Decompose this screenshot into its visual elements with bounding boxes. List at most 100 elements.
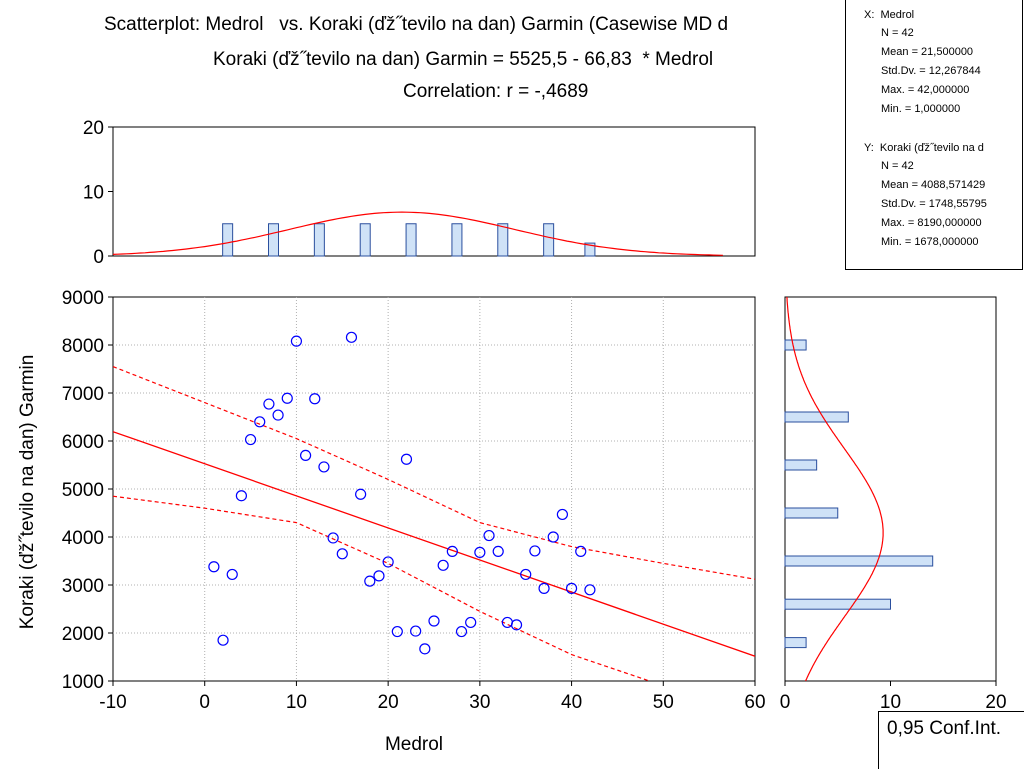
x-tick-label: 50 — [653, 692, 674, 713]
scatter-plot: -10 0 10 20 30 40 50 60 1000 2000 3000 4000 5000 6000… — [17, 288, 766, 755]
y-stats-header: Y: Koraki (ďž˝tevilo na d — [864, 142, 984, 154]
y-stat-mean: Mean = 4088,571429 — [881, 179, 986, 191]
data-point — [281, 392, 293, 404]
y-tick-label: 4000 — [62, 528, 104, 549]
top-hist-bar — [405, 223, 417, 257]
x-stat-n: N = 42 — [881, 27, 914, 39]
fit-layer — [113, 366, 755, 681]
top-hist-y-tick-label: 10 — [83, 183, 104, 204]
data-point — [520, 568, 532, 581]
y-stat-n: N = 42 — [881, 160, 914, 172]
x-stats-header: X: Medrol — [864, 9, 915, 21]
right-hist-bar — [784, 411, 849, 423]
y-tick-label: 7000 — [62, 384, 104, 405]
chart-title: Scatterplot: Medrol vs. Koraki (ďž˝tevil… — [104, 14, 729, 35]
data-point — [474, 546, 486, 558]
right-hist-normal-curve — [786, 296, 884, 682]
y-stat-max: Max. = 8190,000000 — [881, 217, 982, 229]
x-stat-max: Max. = 42,000000 — [881, 84, 970, 96]
data-point — [244, 433, 257, 446]
x-tick-label: -10 — [99, 692, 126, 713]
right-histogram: 0 10 20 — [780, 296, 1007, 713]
y-tick-label: 1000 — [62, 672, 104, 693]
y-tick-label: 2000 — [62, 624, 104, 645]
y-tick-label: 5000 — [62, 480, 104, 501]
right-hist-bar — [784, 339, 807, 351]
y-tick-label: 9000 — [62, 288, 104, 309]
data-point — [208, 561, 220, 573]
top-histogram: 0 10 20 — [83, 118, 756, 268]
x-tick-label: 40 — [561, 692, 582, 713]
top-hist-bar — [268, 223, 279, 257]
data-point — [327, 532, 339, 544]
right-hist-bar — [784, 598, 891, 610]
data-point — [492, 545, 504, 558]
data-point — [584, 584, 596, 596]
data-point — [226, 568, 238, 581]
right-hist-bar — [784, 637, 807, 649]
data-point — [410, 625, 422, 637]
summary-statistics-box: X: Medrol N = 42 Mean = 21,500000 Std.Dv… — [845, 0, 1023, 270]
top-hist-y-tick-label: 0 — [93, 247, 104, 268]
x-tick-label: 30 — [469, 692, 490, 713]
top-hist-frame — [112, 126, 756, 257]
data-point — [419, 643, 431, 655]
regression-equation: Koraki (ďž˝tevilo na dan) Garmin = 5525,… — [213, 49, 714, 70]
data-point — [538, 582, 550, 594]
top-hist-bar — [222, 223, 234, 257]
data-point — [575, 545, 587, 558]
data-point — [254, 416, 266, 428]
top-hist-bar — [497, 223, 509, 257]
y-stat-stddev: Std.Dv. = 1748,55795 — [881, 198, 987, 210]
top-hist-bar — [584, 242, 596, 257]
ci-legend-label: 0,95 Conf.Int. — [887, 718, 1002, 739]
regression-line — [113, 431, 755, 657]
y-tick-label: 8000 — [62, 336, 104, 357]
data-point — [217, 634, 229, 646]
data-point — [465, 616, 477, 629]
ci-upper-curve — [113, 366, 755, 580]
data-point — [391, 625, 403, 638]
top-hist-bar — [359, 223, 371, 257]
y-tick-label: 6000 — [62, 432, 104, 453]
data-point — [364, 575, 376, 587]
right-hist-bar — [784, 555, 934, 567]
data-point — [483, 529, 495, 542]
data-point — [556, 508, 569, 521]
data-point — [336, 548, 348, 560]
data-point — [235, 490, 247, 502]
x-stat-min: Min. = 1,000000 — [881, 103, 961, 115]
x-tick-label: 60 — [744, 692, 765, 713]
data-point — [400, 453, 413, 465]
y-tick-label: 3000 — [62, 576, 104, 597]
confidence-interval-legend: 0,95 Conf.Int. — [878, 711, 1024, 769]
data-point — [547, 531, 559, 543]
data-point — [345, 331, 358, 343]
right-hist-bar — [784, 459, 818, 471]
right-hist-x-tick-label: 10 — [880, 692, 901, 713]
data-point — [355, 488, 367, 500]
right-hist-x-tick-label: 20 — [985, 692, 1006, 713]
data-point — [437, 559, 449, 571]
data-point — [318, 461, 330, 473]
top-hist-bar — [451, 223, 463, 257]
y-stat-min: Min. = 1678,000000 — [881, 236, 979, 248]
right-hist-frame — [784, 296, 997, 682]
data-point — [290, 335, 303, 347]
x-axis-label: Medrol — [385, 734, 443, 755]
ci-lower-curve — [113, 495, 650, 681]
top-hist-y-tick-label: 20 — [83, 118, 104, 139]
top-hist-bar — [543, 223, 555, 257]
data-point — [428, 615, 440, 627]
data-point — [373, 570, 385, 582]
x-tick-label: 20 — [378, 692, 399, 713]
data-point — [455, 625, 468, 638]
x-stat-mean: Mean = 21,500000 — [881, 46, 974, 58]
data-point — [565, 582, 578, 594]
data-point — [272, 409, 284, 421]
y-axis-label: Koraki (ďž˝tevilo na dan) Garmin — [17, 355, 38, 630]
right-hist-bar — [784, 507, 839, 519]
top-hist-bar — [313, 223, 325, 257]
